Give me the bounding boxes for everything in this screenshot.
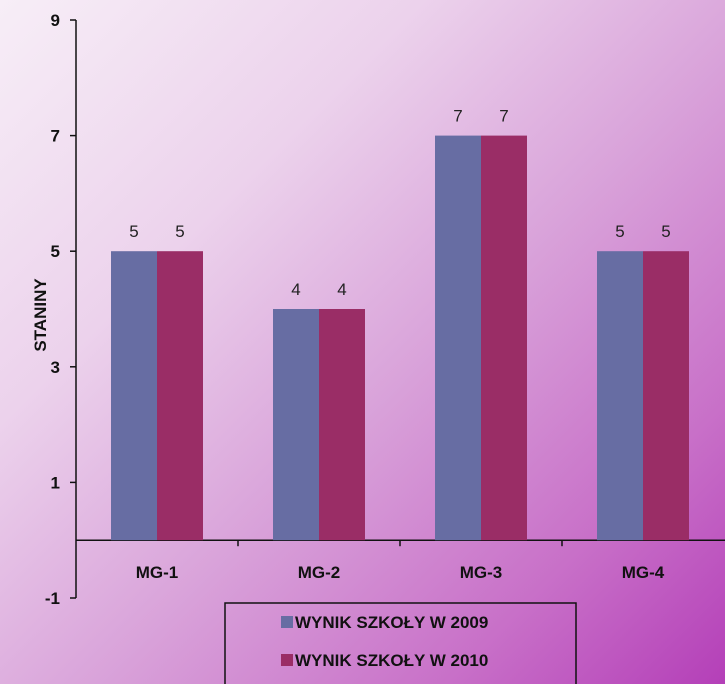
bar [597,251,643,541]
bar-data-label: 5 [661,222,670,241]
y-tick-label: 3 [51,358,60,377]
y-axis-title-group: STANINY [31,278,50,352]
bar [273,309,319,541]
bar [481,135,527,541]
legend-label: WYNIK SZKOŁY W 2009 [295,613,488,632]
bar [435,135,481,541]
legend-swatch [281,616,293,628]
bars [111,135,689,541]
bar [157,251,203,541]
bar-data-label: 4 [291,280,300,299]
y-tick-label: 7 [51,127,60,146]
bar-data-label: 5 [175,222,184,241]
x-category-label: MG-2 [298,563,341,582]
bar-data-label: 7 [499,107,508,126]
y-tick-label: 9 [51,11,60,30]
x-category-label: MG-4 [622,563,665,582]
legend-frame [224,602,577,684]
bar-data-label: 7 [453,107,462,126]
bar [643,251,689,541]
x-category-label: MG-1 [136,563,179,582]
y-axis-title: STANINY [31,278,50,352]
legend-label: WYNIK SZKOŁY W 2010 [295,651,488,670]
data-labels: 5 5 4 4 7 7 5 5 [129,107,670,299]
bar-data-label: 5 [129,222,138,241]
y-tick-label: 1 [51,473,60,492]
y-tick-label: -1 [45,589,60,608]
bar [319,309,365,541]
bar [111,251,157,541]
legend-swatch [281,654,293,666]
legend: WYNIK SZKOŁY W 2009 WYNIK SZKOŁY W 2010 [224,602,577,684]
x-category-label: MG-3 [460,563,503,582]
bar-data-label: 4 [337,280,346,299]
bar-data-label: 5 [615,222,624,241]
y-tick-label: 5 [51,242,60,261]
